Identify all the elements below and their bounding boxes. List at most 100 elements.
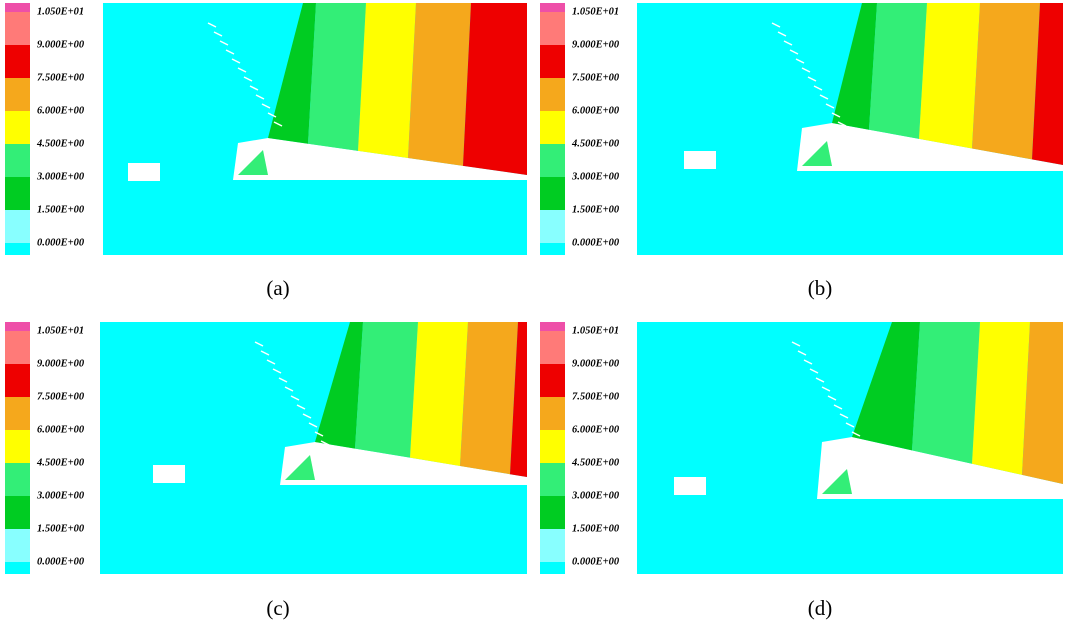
crack bbox=[815, 377, 825, 383]
contour-band bbox=[315, 322, 363, 449]
legend-label: 6.000E+00 bbox=[37, 105, 85, 116]
legend-swatch bbox=[540, 430, 565, 463]
crack bbox=[837, 121, 847, 127]
crack bbox=[807, 76, 817, 82]
legend-swatch bbox=[540, 78, 565, 111]
white-blob bbox=[128, 163, 160, 181]
contour-band bbox=[912, 322, 980, 464]
crack bbox=[266, 359, 276, 365]
crack bbox=[827, 395, 837, 401]
legend-label: 6.000E+00 bbox=[37, 424, 85, 435]
legend-label: 7.500E+00 bbox=[37, 72, 85, 83]
legend: 1.050E+01 9.000E+00 7.500E+00 6.000E+00 4.50… bbox=[5, 3, 85, 255]
legend-swatch bbox=[540, 496, 565, 529]
crack bbox=[783, 40, 793, 46]
legend-swatch bbox=[540, 111, 565, 144]
crack bbox=[273, 121, 283, 127]
white-blob bbox=[674, 477, 706, 495]
legend-label: 1.500E+00 bbox=[37, 523, 85, 534]
legend: 1.050E+01 9.000E+00 7.500E+00 6.000E+00 4.50… bbox=[5, 322, 85, 574]
legend-label: 6.000E+00 bbox=[572, 424, 620, 435]
contour-band bbox=[460, 322, 518, 475]
crack bbox=[813, 85, 823, 91]
crack bbox=[249, 85, 259, 91]
legend-swatch bbox=[5, 111, 30, 144]
contour-band bbox=[972, 3, 1040, 160]
legend-label: 6.000E+00 bbox=[572, 105, 620, 116]
legend-swatch bbox=[540, 3, 565, 12]
white-wedge bbox=[797, 123, 1063, 171]
legend-swatch bbox=[5, 3, 30, 12]
panel-label: (a) bbox=[266, 276, 289, 300]
legend-swatch bbox=[540, 562, 565, 574]
crack bbox=[777, 31, 787, 37]
crack bbox=[845, 422, 855, 428]
green-patch bbox=[802, 141, 832, 166]
legend-swatch bbox=[5, 322, 30, 331]
legend-swatch bbox=[5, 496, 30, 529]
contour-band bbox=[268, 3, 316, 144]
white-wedge bbox=[233, 138, 527, 180]
legend-swatch bbox=[5, 463, 30, 496]
crack bbox=[296, 404, 306, 410]
legend: 1.050E+01 9.000E+00 7.500E+00 6.000E+00 4.50… bbox=[540, 322, 620, 574]
legend-swatch bbox=[540, 322, 565, 331]
crack bbox=[320, 440, 330, 446]
legend-swatch bbox=[5, 78, 30, 111]
crack bbox=[825, 103, 835, 109]
legend-swatch bbox=[5, 12, 30, 45]
legend-label: 4.500E+00 bbox=[36, 138, 85, 149]
legend-label: 3.000E+00 bbox=[36, 171, 85, 182]
crack bbox=[260, 350, 270, 356]
crack bbox=[821, 386, 831, 392]
legend-swatch bbox=[5, 430, 30, 463]
crack bbox=[308, 422, 318, 428]
contour-band bbox=[355, 322, 418, 458]
contour-band bbox=[852, 322, 920, 451]
contour-plot bbox=[100, 322, 527, 574]
green-patch bbox=[822, 469, 852, 494]
crack bbox=[809, 368, 819, 374]
white-blob bbox=[684, 151, 716, 169]
crack bbox=[831, 112, 841, 118]
crack bbox=[302, 413, 312, 419]
contour-plot bbox=[637, 3, 1063, 255]
crack bbox=[791, 341, 801, 347]
contour-band bbox=[919, 3, 980, 149]
legend-label: 0.000E+00 bbox=[37, 556, 85, 567]
contour-band bbox=[832, 3, 877, 130]
contour-plot bbox=[637, 322, 1063, 574]
crack bbox=[795, 58, 805, 64]
crack bbox=[819, 94, 829, 100]
crack bbox=[771, 22, 781, 28]
crack bbox=[261, 103, 271, 109]
panel-label: (d) bbox=[808, 596, 833, 620]
legend-label: 1.500E+00 bbox=[572, 204, 620, 215]
crack bbox=[851, 431, 861, 437]
legend-label: 4.500E+00 bbox=[571, 457, 620, 468]
legend-swatch bbox=[5, 364, 30, 397]
legend-label: 3.000E+00 bbox=[571, 171, 620, 182]
crack bbox=[207, 22, 217, 28]
legend-swatch bbox=[5, 177, 30, 210]
legend-label: 9.000E+00 bbox=[37, 358, 85, 369]
legend-label: 0.000E+00 bbox=[37, 237, 85, 248]
contour-band bbox=[308, 3, 366, 151]
legend-label: 4.500E+00 bbox=[571, 138, 620, 149]
crack bbox=[833, 404, 843, 410]
legend-label: 7.500E+00 bbox=[572, 391, 620, 402]
contour-band bbox=[869, 3, 927, 139]
crack bbox=[237, 67, 247, 73]
contour-band bbox=[358, 3, 416, 158]
legend-swatch bbox=[540, 463, 565, 496]
contour-band bbox=[408, 3, 471, 166]
crack bbox=[213, 31, 223, 37]
white-wedge bbox=[817, 437, 1063, 499]
legend-swatch bbox=[540, 364, 565, 397]
crack bbox=[839, 413, 849, 419]
crack bbox=[219, 40, 229, 46]
legend-swatch bbox=[540, 243, 565, 255]
legend-label: 1.050E+01 bbox=[572, 325, 619, 336]
contour-band bbox=[1022, 322, 1063, 484]
